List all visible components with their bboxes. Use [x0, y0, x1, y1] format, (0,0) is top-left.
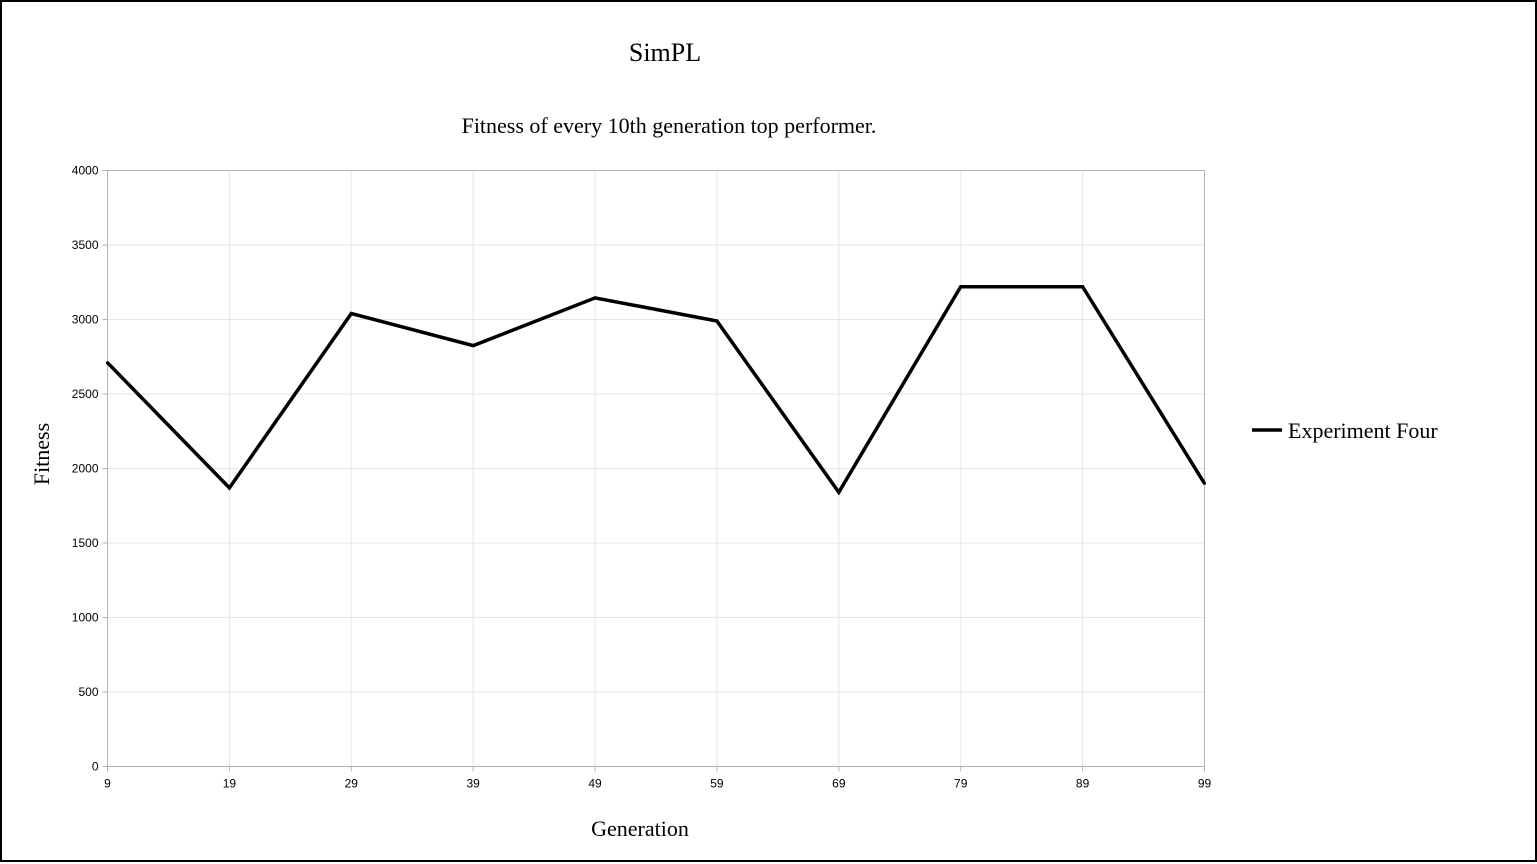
x-tick-label: 39	[466, 777, 480, 791]
chart-subtitle: Fitness of every 10th generation top per…	[462, 113, 877, 138]
y-tick-label: 3500	[72, 238, 99, 252]
x-tick-label: 19	[223, 777, 237, 791]
x-tick-label: 9	[104, 777, 111, 791]
x-tick-label: 99	[1198, 777, 1212, 791]
y-tick-label: 4000	[72, 164, 99, 178]
y-tick-label: 2500	[72, 387, 99, 401]
data-point	[959, 285, 963, 289]
data-point	[1203, 481, 1206, 485]
x-tick-label: 89	[1076, 777, 1090, 791]
data-point	[227, 486, 231, 490]
y-axis-ticks: 0 500 1000 1500 2000 2500 3000 3500 4000	[72, 164, 108, 774]
x-axis-ticks: 9 19 29 39 49 59 69 79 89 99	[104, 766, 1212, 791]
y-tick-label: 1000	[72, 611, 99, 625]
data-point	[837, 490, 841, 494]
x-tick-label: 49	[588, 777, 602, 791]
x-tick-label: 59	[710, 777, 724, 791]
x-tick-label: 79	[954, 777, 968, 791]
y-tick-label: 1500	[72, 536, 99, 550]
x-tick-label: 69	[832, 777, 846, 791]
legend: Experiment Four	[1252, 418, 1438, 443]
x-axis-title: Generation	[591, 816, 689, 841]
y-axis-title: Fitness	[29, 423, 54, 485]
y-tick-label: 500	[78, 685, 98, 699]
series-line-experiment-four	[106, 284, 1206, 496]
y-tick-label: 3000	[72, 313, 99, 327]
data-point	[1081, 285, 1085, 289]
grid-lines	[107, 170, 1205, 767]
data-point	[593, 296, 597, 300]
data-point	[471, 344, 475, 348]
chart-title: SimPL	[629, 38, 701, 67]
data-point	[715, 319, 719, 323]
y-tick-label: 0	[92, 760, 99, 774]
data-point	[106, 361, 109, 365]
x-tick-label: 29	[345, 777, 359, 791]
legend-label: Experiment Four	[1288, 418, 1438, 443]
y-tick-label: 2000	[72, 462, 99, 476]
data-point	[349, 312, 353, 316]
